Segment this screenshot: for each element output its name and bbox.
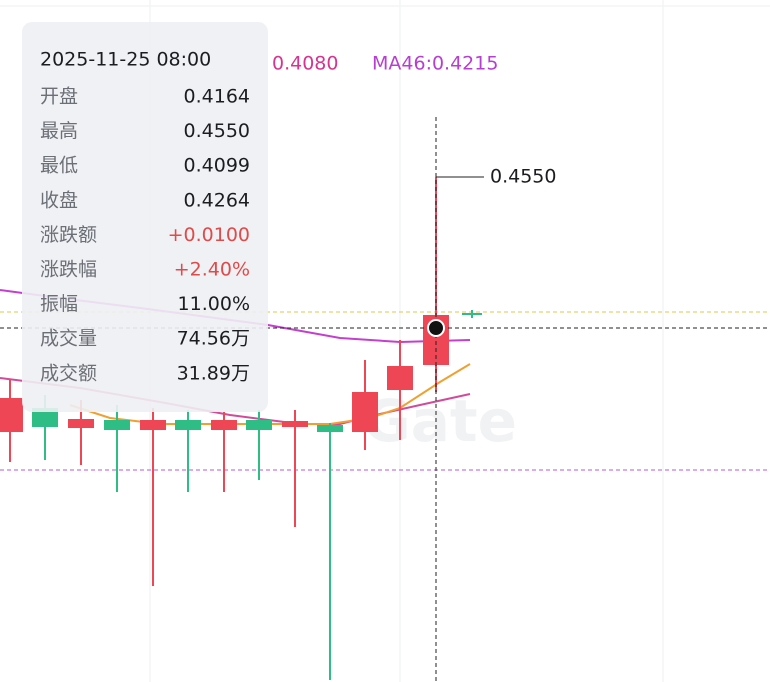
- tooltip-value: 0.4164: [184, 86, 250, 108]
- tooltip-bg: [22, 22, 268, 412]
- candle-body: [246, 420, 272, 430]
- ma-label: MA46:0.4215: [372, 53, 498, 75]
- candle-body: [352, 392, 378, 432]
- tooltip-value: 11.00%: [178, 293, 250, 315]
- tooltip-label: 最高: [40, 120, 78, 142]
- tooltip-value: +0.0100: [168, 224, 250, 246]
- tooltip-value: 0.4099: [184, 155, 250, 177]
- candle-body: [282, 421, 308, 427]
- candle-body: [68, 419, 94, 428]
- tooltip-label: 最低: [40, 155, 78, 177]
- crosshair-dot: [427, 319, 445, 337]
- candle-body: [387, 366, 413, 390]
- tooltip-label: 振幅: [40, 293, 78, 315]
- tooltip-label: 涨跌幅: [40, 259, 97, 281]
- tooltip: 2025-11-25 08:00 开盘 0.4164 最高 0.4550 最低 0.409…: [22, 22, 268, 412]
- tooltip-label: 收盘: [40, 189, 78, 211]
- watermark: Gate: [363, 387, 517, 455]
- candle-body: [317, 425, 343, 432]
- tooltip-value: +2.40%: [174, 259, 250, 281]
- high-marker: 0.4550: [490, 166, 556, 188]
- ma-label: 0.4080: [272, 53, 338, 75]
- tooltip-label: 成交量: [40, 328, 97, 350]
- tooltip-value: 0.4264: [184, 189, 250, 211]
- candle-body: [462, 313, 482, 315]
- candle-body: [0, 398, 23, 432]
- tooltip-label: 成交额: [40, 362, 97, 384]
- tooltip-value: 31.89万: [177, 362, 250, 384]
- candle-body: [140, 420, 166, 430]
- tooltip-label: 涨跌额: [40, 224, 97, 246]
- candle-body: [32, 408, 58, 427]
- tooltip-datetime: 2025-11-25 08:00: [40, 49, 211, 71]
- candle-body: [175, 420, 201, 430]
- tooltip-value: 74.56万: [177, 328, 250, 350]
- tooltip-label: 开盘: [40, 86, 78, 108]
- candle-body: [211, 420, 237, 430]
- candle-body: [104, 420, 130, 430]
- tooltip-value: 0.4550: [184, 120, 250, 142]
